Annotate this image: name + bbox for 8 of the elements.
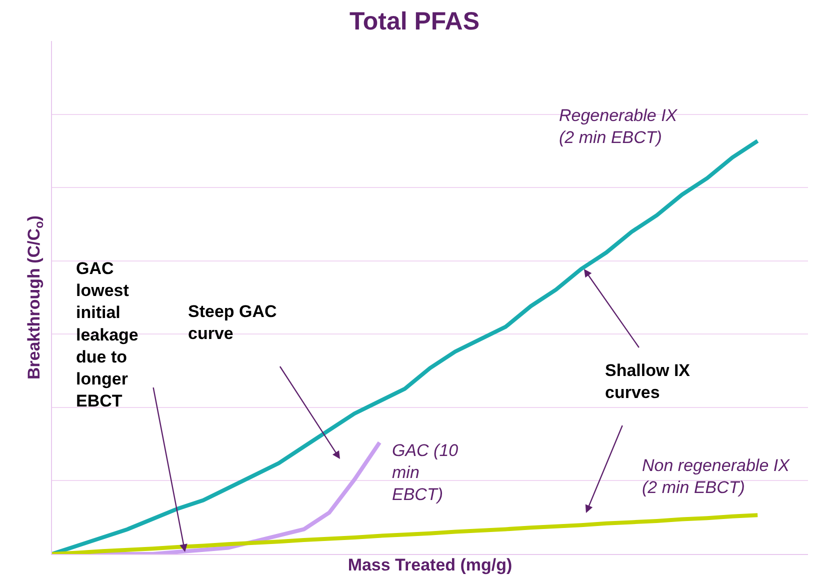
x-axis-title: Mass Treated (mg/g) (348, 555, 512, 574)
series-label: GAC (10 min EBCT) (392, 441, 459, 504)
series-label: Non regenerable IX (2 min EBCT) (642, 456, 790, 498)
text: Regenerable IX (2 min EBCT) (559, 106, 678, 148)
annotation: GAC lowest initial leakage due to longer EBCT (76, 259, 138, 411)
annotation: Steep GAC curve (188, 302, 277, 344)
chart-title: Total PFAS (349, 7, 480, 36)
annotation: Shallow IX curves (605, 361, 691, 402)
